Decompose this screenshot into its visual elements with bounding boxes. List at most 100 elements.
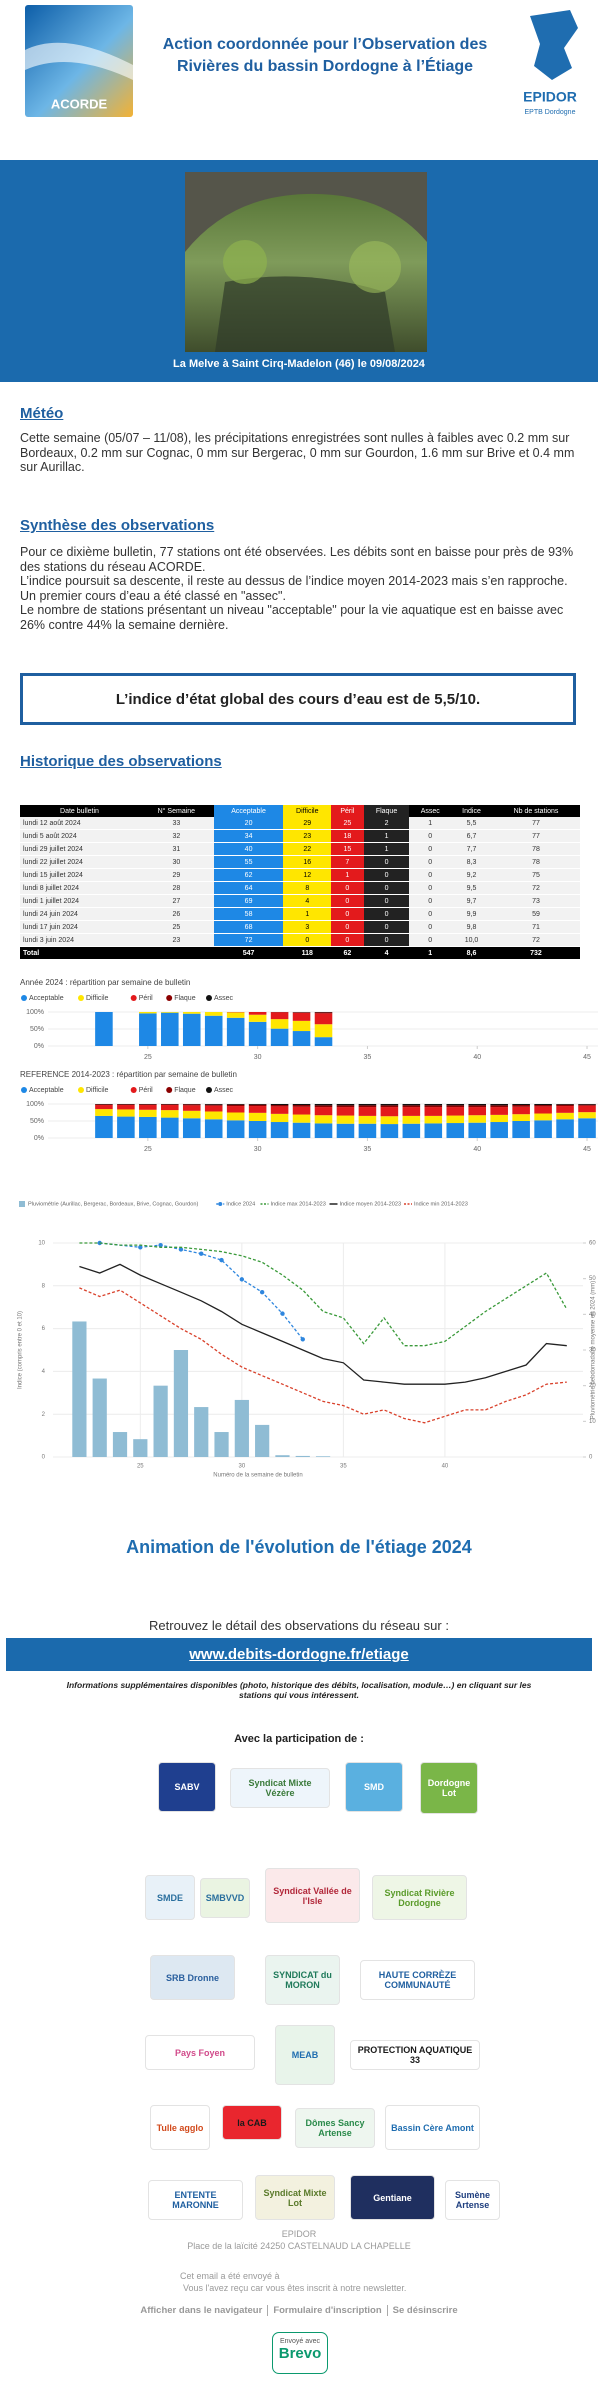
logo-text: ACORDE [51, 96, 108, 111]
bar-segment [468, 1105, 487, 1108]
legend-label: Flaque [174, 1087, 196, 1094]
bar-segment [490, 1105, 508, 1108]
table-cell: 0 [363, 920, 410, 934]
bar-segment [446, 1115, 465, 1124]
partner-logo: HAUTE CORRÈZE COMMUNAUTÉ [360, 1960, 475, 2000]
table-cell: 5,5 [451, 817, 492, 830]
total-row: Total 547 118 62 4 1 8,6 732 [20, 946, 580, 960]
bar-segment [204, 1015, 223, 1046]
legend-label: Indice moyen 2014-2023 [340, 1201, 402, 1207]
bar-segment [512, 1104, 530, 1106]
paragraph: Le nombre de stations présentant un nive… [20, 603, 564, 632]
bar-segment [139, 1012, 157, 1014]
column-header: Difficile [283, 805, 332, 817]
logo-shape [530, 10, 578, 80]
total-cell: 1 [409, 946, 452, 960]
y2-tick-label: 40 [589, 1312, 596, 1318]
photo-foliage [223, 240, 267, 284]
logo-wave [25, 42, 133, 80]
table-row: lundi 22 juillet 2024 30 55 16 7 0 0 8,3 78 [20, 855, 580, 869]
bar-segment [380, 1116, 399, 1125]
table-cell: 25 [331, 817, 364, 830]
x-tick-label: 40 [442, 1464, 449, 1470]
bar-segment [424, 1104, 443, 1106]
table-cell: 32 [138, 829, 214, 843]
table-cell: lundi 12 août 2024 [20, 817, 139, 830]
bar-segment [292, 1106, 311, 1115]
table-cell: 1 [283, 907, 332, 921]
animation-title: Animation de l'évolution de l'étiage 202… [126, 1537, 472, 1557]
table-cell: lundi 15 juillet 2024 [20, 868, 139, 882]
table-cell: 10,0 [451, 933, 492, 947]
table-cell: 16 [283, 855, 332, 869]
column-header: Acceptable [213, 805, 284, 817]
rain-bar [153, 1385, 168, 1457]
column-header: Date bulletin [20, 805, 139, 817]
footer-link[interactable]: Formulaire d'inscription [267, 2305, 386, 2316]
table-cell: 12 [283, 868, 332, 882]
bar-segment [248, 1106, 267, 1113]
partner-logo: SMDE [145, 1875, 195, 1920]
chart: REFERENCE 2014-2023 : répartition par se… [20, 1070, 598, 1153]
logo-text: EPIDOR [523, 89, 577, 105]
table-cell: 0 [331, 881, 364, 895]
synthese-text: Pour ce dixième bulletin, 77 stations on… [20, 545, 580, 633]
brevo-badge[interactable]: Envoyé avec Brevo [272, 2332, 328, 2374]
x-tick-label: 30 [254, 1054, 262, 1061]
bar-segment [182, 1118, 201, 1138]
partner-logo: Syndicat Vallée de l'Isle [265, 1868, 360, 1923]
legend-marker [166, 995, 173, 1001]
bar-segment [161, 1104, 179, 1106]
legend-label: Acceptable [29, 1087, 64, 1094]
legend-marker [130, 1087, 137, 1093]
partner-logo: SABV [158, 1762, 216, 1812]
bar-segment [402, 1104, 421, 1106]
bar-segment [314, 1123, 333, 1138]
bar-segment [161, 1110, 179, 1118]
bar-segment [402, 1123, 421, 1138]
link-bar: www.debits-dordogne.fr/etiage [6, 1638, 592, 1671]
bar-segment [204, 1104, 223, 1106]
table-cell: 64 [213, 881, 284, 895]
bar-segment [117, 1105, 135, 1110]
partner-logo: Sumène Artense [445, 2180, 500, 2220]
chart-title: REFERENCE 2014-2023 : répartition par se… [20, 1070, 237, 1079]
line [79, 1287, 567, 1424]
bar-segment [204, 1111, 223, 1120]
table-row: lundi 24 juin 2024 26 58 1 0 0 0 9,9 59 [20, 907, 580, 921]
table-cell: 1 [363, 842, 410, 856]
legend-label: Péril [139, 995, 153, 1002]
y-tick-label: 100% [26, 1009, 44, 1016]
total-cell: 62 [331, 946, 364, 960]
site-link[interactable]: www.debits-dordogne.fr/etiage [189, 1646, 409, 1663]
bar-segment [556, 1104, 574, 1107]
bar-segment [534, 1106, 552, 1114]
bar-segment [182, 1104, 201, 1106]
table-cell: 0 [409, 881, 452, 895]
table-cell: 9,2 [451, 868, 492, 882]
rain-bar [275, 1455, 290, 1457]
column-header: Péril [331, 805, 364, 817]
bar-segment [226, 1112, 245, 1121]
footer-link[interactable]: Afficher dans le navigateur [140, 2305, 263, 2316]
bar-segment [182, 1105, 201, 1111]
bar-segment [161, 1117, 179, 1138]
y-tick-label: 50% [30, 1026, 44, 1033]
table-cell: 8 [283, 881, 332, 895]
legend-marker [218, 1202, 223, 1206]
paragraph: Pour ce dixième bulletin, 77 stations on… [20, 545, 574, 574]
header-row: Date bulletin N° Semaine Acceptable Diffici… [20, 805, 580, 817]
table-cell: 0 [331, 907, 364, 921]
table-cell: 62 [213, 868, 284, 882]
partner-logo: SRB Dronne [150, 1955, 235, 2000]
partner-logo: ENTENTE MARONNE [148, 2180, 243, 2220]
y2-tick-label: 60 [589, 1241, 596, 1247]
rain-bar [234, 1399, 249, 1457]
table-cell: 8,3 [451, 855, 492, 869]
bar-segment [468, 1122, 487, 1138]
footer-link[interactable]: Se désinscrire [386, 2305, 463, 2316]
bar-segment [270, 1019, 289, 1029]
bar-segment [270, 1012, 289, 1020]
bar-segment [380, 1124, 399, 1138]
chart: Année 2024 : répartition par semaine de … [20, 978, 598, 1061]
